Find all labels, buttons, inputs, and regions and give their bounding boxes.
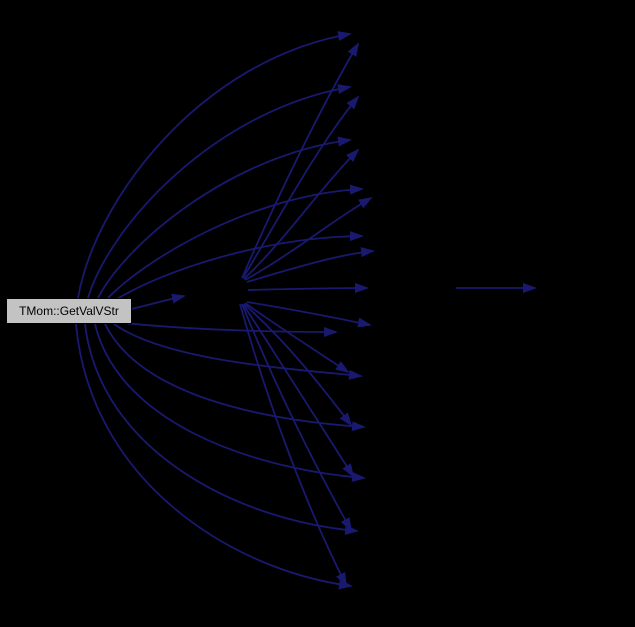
call-graph-edge xyxy=(242,95,360,279)
call-graph-edge xyxy=(242,303,355,478)
call-graph-edge xyxy=(94,323,366,482)
call-graph-edge xyxy=(107,184,364,299)
call-graph-edge xyxy=(244,196,373,281)
call-graph-edge xyxy=(87,84,352,299)
call-graph-edge xyxy=(84,323,359,535)
main-node-label: TMom::GetValVStr xyxy=(19,304,119,318)
call-graph-edge xyxy=(130,293,186,310)
call-graph-edge xyxy=(113,323,363,380)
call-graph-edge xyxy=(246,247,375,283)
call-graph-edge xyxy=(75,323,353,590)
call-graph-edge xyxy=(243,148,360,280)
call-graph-edge xyxy=(97,136,352,299)
call-graph-edge xyxy=(104,323,366,432)
call-graph-edge xyxy=(247,283,369,294)
main-node: TMom::GetValVStr xyxy=(6,298,132,324)
call-graph-edge xyxy=(77,31,352,299)
call-graph-edge xyxy=(241,303,352,532)
call-graph-edge xyxy=(243,303,353,427)
call-graph-edge xyxy=(244,302,350,374)
call-graph-edge xyxy=(246,301,372,328)
call-graph-edges xyxy=(75,31,537,590)
call-graph-edge xyxy=(116,231,364,300)
call-graph-edge xyxy=(241,42,360,279)
call-graph-edge xyxy=(239,303,347,587)
call-graph-edge xyxy=(123,322,338,337)
